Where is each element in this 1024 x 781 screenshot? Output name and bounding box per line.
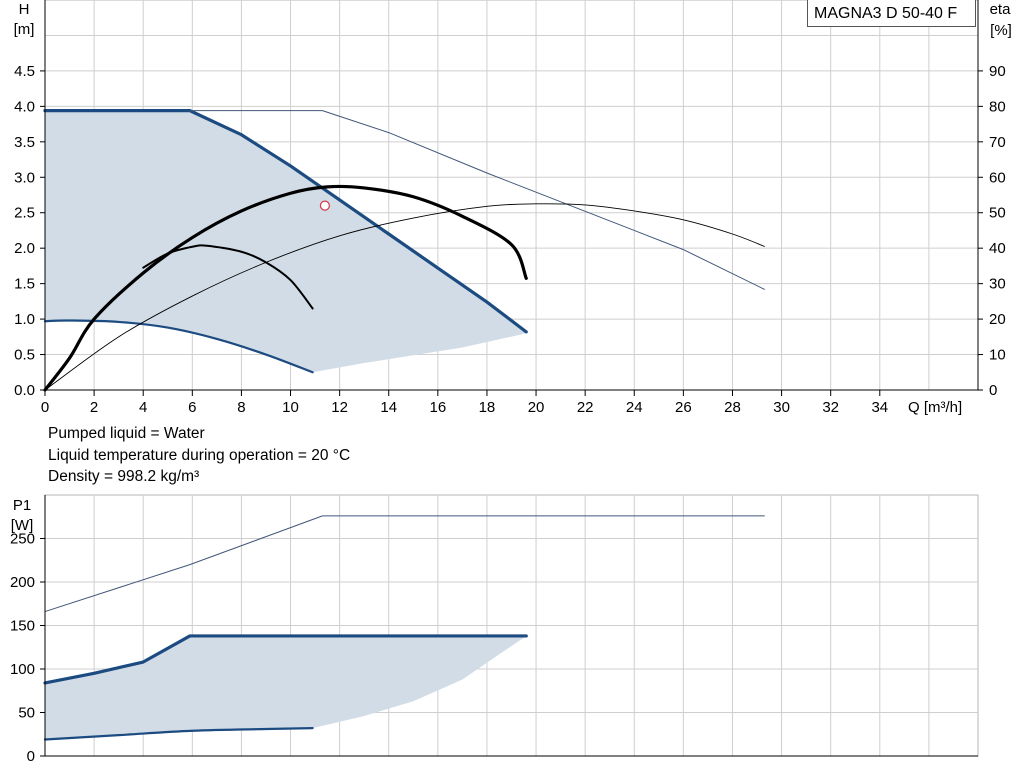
head-efficiency-plot: 0 2 4 6 8 10 12 14 16 18 20 22 24 26 28 30 32 340.00.51.0… [14,0,1012,416]
eta-min-curve [142,244,314,310]
x-tick-label: 4 [139,399,147,416]
x-tick-label: 12 [331,399,348,416]
x-tick-label: 26 [675,399,692,416]
y-axis-unit: [W] [11,517,34,534]
y-tick-label: 2.0 [14,240,35,257]
y2-tick-label: 50 [989,205,1006,222]
y2-tick-label: 30 [989,276,1006,293]
y-axis-unit: [m] [14,21,35,38]
liquid-notes: Pumped liquid = Water Liquid temperature… [48,423,350,488]
y-tick-label: 0.5 [14,347,35,364]
y-tick-label: 3.5 [14,134,35,151]
x-tick-label: 28 [724,399,741,416]
y-tick-label: 200 [10,574,35,591]
x-tick-label: 20 [528,399,545,416]
eta-max-curve [43,184,528,392]
p1-reference-curve [44,515,765,613]
y2-tick-label: 40 [989,240,1006,257]
y2-tick-label: 20 [989,311,1006,328]
y-tick-label: 100 [10,661,35,678]
x-axis-label: Q [m³/h] [908,399,962,416]
pump-model-label: MAGNA3 D 50-40 F [807,0,976,27]
x-tick-label: 10 [282,399,299,416]
y2-tick-label: 60 [989,169,1006,186]
y-tick-label: 4.0 [14,98,35,115]
density-note: Density = 998.2 kg/m³ [48,468,200,485]
y2-tick-label: 90 [989,63,1006,80]
x-tick-label: 22 [577,399,594,416]
y-tick-label: 0.0 [14,382,35,399]
y-tick-label: 150 [10,618,35,635]
y-tick-label: 1.0 [14,311,35,328]
y-axis-label: P1 [13,497,31,514]
x-tick-label: 16 [429,399,446,416]
head-reference-curve [189,110,765,290]
y-tick-label: 4.5 [14,63,35,80]
operating-range-area [45,635,527,740]
y-tick-label: 3.0 [14,169,35,186]
y2-tick-label: 70 [989,134,1006,151]
x-tick-label: 14 [380,399,397,416]
x-tick-label: 34 [871,399,888,416]
operating-range-area [45,110,527,373]
p1-min-curve [43,727,314,741]
duty-point-marker [319,200,330,211]
eta-reference-curve [44,203,765,391]
x-tick-label: 24 [626,399,643,416]
y2-tick-label: 80 [989,98,1006,115]
y-tick-label: 250 [10,531,35,548]
x-tick-label: 32 [822,399,839,416]
y2-axis-unit: [%] [990,22,1012,39]
x-tick-label: 8 [237,399,245,416]
y2-axis-label: eta [990,1,1012,18]
x-tick-label: 18 [479,399,496,416]
y-axis-label: H [19,1,30,18]
power-input-plot: 0 50 100 150 200 250 P1 [W] [10,494,979,765]
y-tick-label: 0 [27,748,35,765]
x-tick-label: 30 [773,399,790,416]
x-tick-label: 2 [90,399,98,416]
y2-tick-label: 10 [989,347,1006,364]
y-tick-label: 50 [18,705,35,722]
pumped-liquid-note: Pumped liquid = Water [48,425,205,442]
y-tick-label: 1.5 [14,276,35,293]
head-min-curve [43,319,314,374]
y-tick-label: 2.5 [14,205,35,222]
head-max-curve [43,109,528,334]
x-tick-label: 0 [41,399,49,416]
liquid-temperature-note: Liquid temperature during operation = 20… [48,446,351,464]
x-tick-label: 6 [188,399,196,416]
p1-max-curve [43,634,528,685]
y2-tick-label: 0 [989,382,997,399]
